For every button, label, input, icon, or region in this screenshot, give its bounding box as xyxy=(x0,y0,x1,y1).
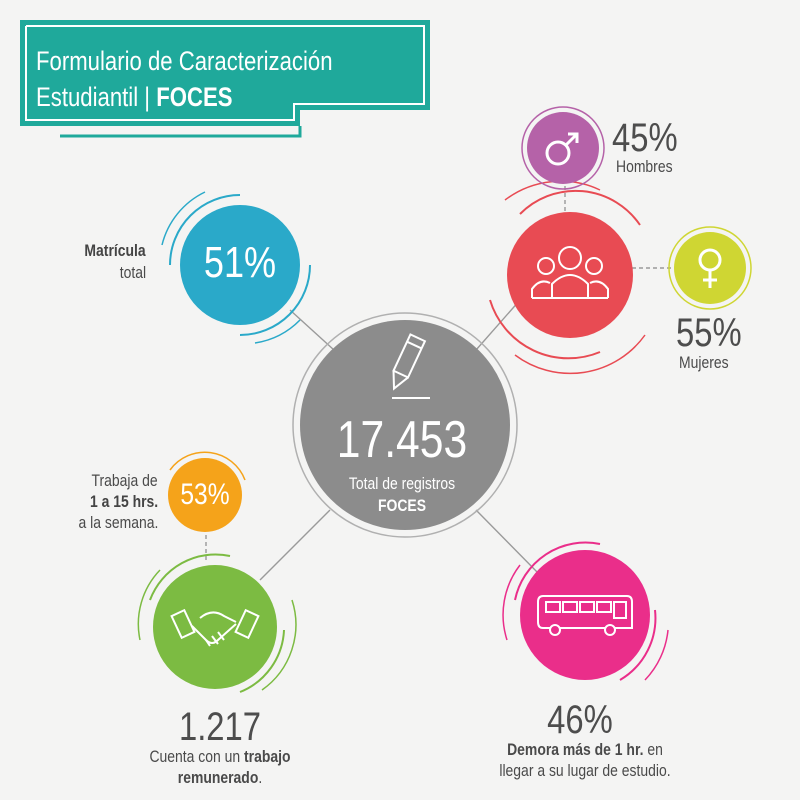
enrollment-label-bold: Matrícula xyxy=(84,241,146,260)
handshake-icon xyxy=(170,608,260,647)
center-circle xyxy=(292,312,518,538)
paid-work-label-line2: remunerado. xyxy=(113,768,326,788)
male-circle xyxy=(521,106,605,190)
commute-label-suffix: en xyxy=(643,740,663,759)
hours-label-line1: Trabaja de xyxy=(91,471,158,490)
commute-circle xyxy=(502,541,669,681)
page-subtitle: Estudiantil | FOCES xyxy=(36,82,232,113)
total-records-label-bold: FOCES xyxy=(377,496,427,515)
paid-work-label-bold2: remunerado xyxy=(177,768,259,787)
men-label: Hombres xyxy=(616,157,673,176)
enrollment-circle xyxy=(161,191,311,344)
enrollment-value: 51% xyxy=(203,238,277,287)
female-symbol-icon xyxy=(698,248,722,288)
commute-value: 46% xyxy=(547,698,613,742)
enrollment-label: total xyxy=(119,263,146,282)
header-banner xyxy=(20,20,430,138)
paid-work-label-bold: trabajo xyxy=(244,747,291,766)
women-value: 55% xyxy=(676,311,742,355)
commute-label-line1: Demora más de 1 hr. en xyxy=(474,740,695,760)
male-symbol-icon xyxy=(545,132,579,166)
bus-icon xyxy=(537,595,633,636)
pencil-icon xyxy=(392,333,427,391)
hours-label-line3: a la semana. xyxy=(78,513,158,532)
total-records-label: Total de registros xyxy=(348,474,456,493)
women-label: Mujeres xyxy=(679,353,729,372)
total-records-value: 17.453 xyxy=(336,411,468,469)
hours-label-line2: 1 a 15 hrs. xyxy=(89,492,158,511)
work-circle xyxy=(137,553,297,693)
hours-value: 53% xyxy=(180,478,230,511)
people-group-icon xyxy=(531,246,609,299)
subtitle-prefix: Estudiantil | xyxy=(36,82,157,112)
paid-work-label-prefix: Cuenta con un xyxy=(149,747,245,766)
hours-circle xyxy=(168,451,246,532)
paid-work-label-suffix: . xyxy=(258,768,263,787)
female-circle xyxy=(668,226,752,310)
commute-label-bold: Demora más de 1 hr. xyxy=(507,740,644,759)
gender-circle xyxy=(489,180,646,375)
commute-label-line2: llegar a su lugar de estudio. xyxy=(499,761,671,780)
paid-work-value: 1.217 xyxy=(178,705,262,749)
page-title: Formulario de Caracterización xyxy=(36,46,333,76)
men-value: 45% xyxy=(612,116,678,160)
paid-work-label-line1: Cuenta con un trabajo xyxy=(113,747,326,767)
subtitle-bold: FOCES xyxy=(156,82,233,112)
